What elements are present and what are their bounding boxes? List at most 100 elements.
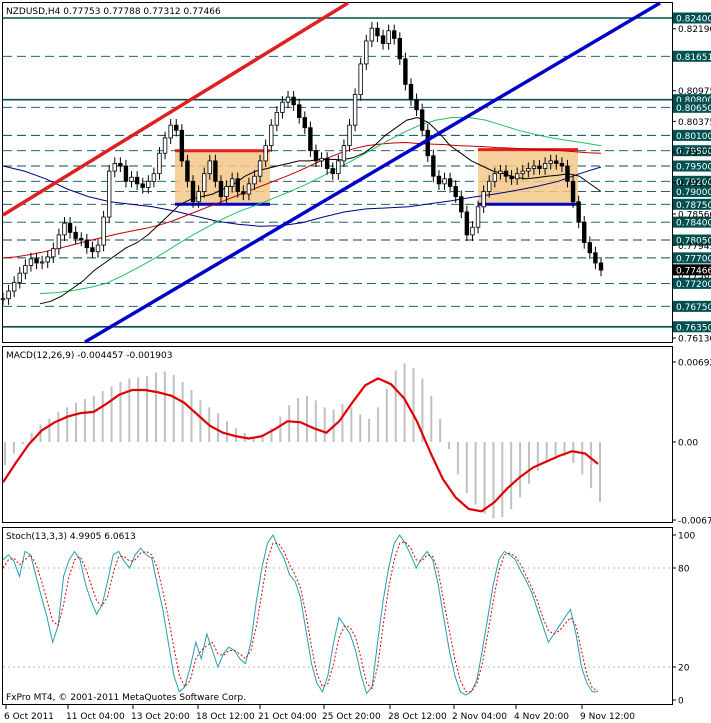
price-level-label-bg: [673, 216, 711, 228]
candle-body: [106, 170, 112, 218]
candle-body: [101, 216, 106, 246]
candle-body: [235, 178, 240, 192]
candle-body: [565, 165, 570, 182]
candle-body: [347, 124, 352, 146]
price-axis-tick-label: 0.79775: [678, 148, 711, 158]
candle-body: [470, 226, 475, 236]
stoch-axis-tick-label: 20: [678, 664, 690, 674]
macd-axis-tick-label: 0.00: [678, 438, 698, 448]
candle-body: [168, 124, 173, 139]
price-axis-tick-label: 0.77945: [678, 242, 711, 252]
price-level-label: 0.79000: [676, 188, 711, 198]
candle-body: [542, 163, 548, 169]
candle-body: [151, 173, 157, 182]
candle-body: [576, 201, 581, 223]
candle-body: [79, 238, 84, 241]
candle-body: [498, 170, 503, 175]
candle-body: [481, 191, 486, 208]
candle-body: [28, 258, 34, 266]
candle-body: [123, 165, 129, 182]
candle-body: [285, 96, 291, 103]
price-level-label: 0.80800: [676, 96, 711, 106]
price-level-label-bg: [673, 50, 711, 62]
stoch-panel-title: Stoch(13,3,3) 4.9905 6.0613: [6, 532, 136, 542]
candle-body: [302, 117, 307, 129]
price-level-label: 0.78050: [676, 237, 711, 247]
candle-body: [297, 104, 302, 118]
stoch-axis-tick-label: 80: [678, 565, 690, 575]
price-level-label: 0.77700: [676, 254, 711, 264]
stochastic-panel: [2, 533, 672, 696]
candle-body: [263, 145, 268, 162]
candle-body: [514, 173, 520, 180]
copyright-text: FxPro MT4, © 2001-2011 MetaQuotes Softwa…: [6, 693, 246, 703]
price-axis-tick-label: 0.79175: [678, 179, 711, 189]
candle-body: [241, 191, 246, 195]
price-axis-tick-label: 0.80375: [678, 118, 711, 128]
time-axis-tick-label: 2 Nov 04:00: [452, 712, 507, 722]
candle-body: [403, 58, 408, 85]
time-axis-tick-label: 9 Nov 12:00: [580, 712, 635, 722]
candle-body: [213, 160, 218, 182]
time-axis-tick-label: 21 Oct 04:00: [258, 712, 317, 722]
time-axis-tick-label: 28 Oct 12:00: [388, 712, 447, 722]
macd-panel-title: MACD(12,26,9) -0.004457 -0.001903: [6, 351, 172, 361]
candle-body: [408, 83, 414, 101]
candle-body: [174, 124, 179, 131]
candle-body: [224, 186, 229, 198]
candle-body: [207, 160, 212, 175]
price-level-label: 0.78400: [676, 219, 711, 229]
price-level-label: 0.82400: [676, 15, 711, 25]
price-panel: [0, 1, 672, 344]
candle-body: [190, 180, 196, 203]
candle-body: [358, 63, 363, 95]
price-level-label-bg: [673, 234, 711, 246]
price-level-label: 0.76350: [676, 323, 711, 333]
candle-body: [17, 272, 22, 283]
candle-body: [39, 261, 45, 264]
candle-body: [375, 27, 380, 37]
candle-body: [118, 163, 123, 167]
uptrend-support-line: [84, 1, 661, 344]
candle-body: [559, 163, 565, 167]
candle-body: [537, 165, 542, 169]
candle-body: [34, 258, 39, 264]
candle-body: [129, 176, 134, 182]
price-level-label: 0.79800: [676, 147, 711, 157]
candle-body: [582, 221, 587, 243]
candle-body: [90, 247, 95, 253]
price-level-label-bg: [673, 12, 711, 24]
candle-body: [269, 124, 274, 146]
price-level-label: 0.79200: [676, 178, 711, 188]
candle-body: [324, 157, 330, 169]
current-price-label: 0.77466: [676, 266, 711, 276]
candle-body: [487, 180, 492, 192]
macd-panel: [2, 363, 601, 519]
candle-body: [56, 234, 62, 250]
candle-body: [23, 265, 28, 274]
candle-body: [459, 196, 464, 213]
candle-body: [196, 191, 201, 203]
price-level-label-bg: [673, 160, 711, 172]
candle-body: [84, 239, 90, 249]
price-axis-tick-label: 0.80975: [678, 87, 711, 97]
stoch-panel-frame: [2, 527, 673, 705]
candle-body: [185, 160, 190, 182]
price-level-label: 0.77200: [676, 280, 711, 290]
price-level-label-bg: [673, 300, 711, 312]
price-axis-tick-label: 0.77365: [678, 271, 711, 281]
price-level-label-bg: [673, 198, 711, 210]
price-level-label-bg: [673, 321, 711, 333]
time-axis-tick-label: 18 Oct 12:00: [196, 712, 255, 722]
candle-body: [95, 244, 101, 253]
time-axis-tick-label: 13 Oct 20:00: [131, 712, 190, 722]
time-axis-tick-label: 11 Oct 04:00: [66, 712, 125, 722]
candle-body: [291, 96, 296, 106]
price-level-label-bg: [673, 145, 711, 157]
candle-body: [140, 183, 145, 188]
candle-body: [587, 242, 593, 254]
candle-body: [146, 180, 151, 188]
